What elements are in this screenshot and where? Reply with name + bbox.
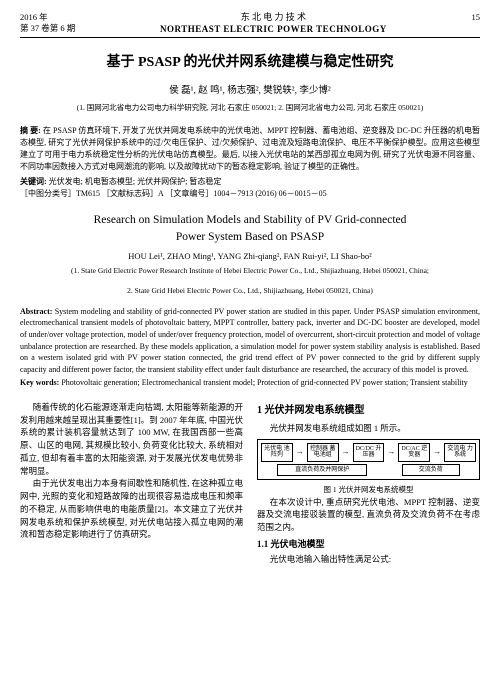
left-column: 随着传统的化石能源逐渐走向枯竭, 太阳能等新能源的开发利用越来越呈现出其重要性[… bbox=[20, 401, 243, 566]
affiliation-en-1: (1. State Grid Electric Power Research I… bbox=[20, 266, 480, 276]
right-para-1: 光伏并网发电系统组成如图 1 所示。 bbox=[257, 422, 480, 435]
title-en-line1: Research on Simulation Models and Stabil… bbox=[20, 213, 480, 228]
figure-1: 光伏电 池阵列 → 控制器 蓄电池组 → DC/DC 升压器 → DC/AC 逆… bbox=[257, 439, 480, 481]
abstract-en-label: Abstract: bbox=[20, 307, 52, 316]
title-en-line2: Power System Based on PSASP bbox=[20, 230, 480, 245]
figure-1-row1: 光伏电 池阵列 → 控制器 蓄电池组 → DC/DC 升压器 → DC/AC 逆… bbox=[261, 443, 476, 462]
body-columns: 随着传统的化石能源逐渐走向枯竭, 太阳能等新能源的开发利用越来越呈现出其重要性[… bbox=[20, 401, 480, 566]
section-1-heading: 1 光伏并网发电系统模型 bbox=[257, 403, 480, 418]
arrow-icon: → bbox=[432, 443, 442, 462]
authors-cn: 侯 磊¹, 赵 鸣¹, 杨志强², 樊锐轶², 李少博² bbox=[20, 85, 480, 97]
fig-box-0: 光伏电 池阵列 bbox=[261, 443, 293, 462]
section-1-1-heading: 1.1 光伏电池模型 bbox=[257, 538, 480, 552]
keywords-cn-text: 光伏发电; 机电暂态模型; 光伏并网保护; 暂态稳定 bbox=[49, 177, 222, 186]
abstract-cn-label: 摘 要: bbox=[20, 126, 41, 135]
fig-sub-1: 交流负荷 bbox=[402, 464, 460, 477]
keywords-en-text: Photovoltaic generation; Electromechanic… bbox=[61, 378, 467, 387]
keywords-cn: 关键词: 光伏发电; 机电暂态模型; 光伏并网保护; 暂态稳定 bbox=[20, 177, 480, 187]
abstract-cn: 摘 要: 在 PSASP 仿真环境下, 开发了光伏并网发电系统中的光伏电池、MP… bbox=[20, 125, 480, 173]
keywords-en: Key words: Photovoltaic generation; Elec… bbox=[20, 378, 480, 388]
journal-name-cn: 东 北 电 力 技 术 bbox=[75, 12, 471, 24]
fig-sub-0: 直流负荷及并网保护 bbox=[277, 464, 367, 477]
keywords-cn-label: 关键词: bbox=[20, 177, 47, 186]
page-header: 2016 年 第 37 卷第 6 期 东 北 电 力 技 术 NORTHEAST… bbox=[20, 12, 480, 38]
authors-en: HOU Lei¹, ZHAO Ming¹, YANG Zhi-qiang², F… bbox=[20, 251, 480, 262]
fig-box-1: 控制器 蓄电池组 bbox=[307, 443, 339, 462]
header-center: 东 北 电 力 技 术 NORTHEAST ELECTRIC POWER TEC… bbox=[75, 12, 471, 35]
fig-box-2: DC/DC 升压器 bbox=[353, 443, 385, 462]
classification-line: ［中图分类号］TM615 ［文献标志码］A ［文章编号］1004－7913 (2… bbox=[20, 189, 480, 199]
abstract-cn-text: 在 PSASP 仿真环境下, 开发了光伏并网发电系统中的光伏电池、MPPT 控制… bbox=[20, 126, 480, 171]
arrow-icon: → bbox=[386, 443, 396, 462]
right-para-2: 在本次设计中, 重点研究光伏电池、MPPT 控制器、逆变器及交流电接驳装置的模型… bbox=[257, 496, 480, 534]
left-para-2: 由于光伏发电出力本身有间歇性和随机性, 在这种孤立电网中, 光照的变化和短路故障… bbox=[20, 477, 243, 541]
right-column: 1 光伏并网发电系统模型 光伏并网发电系统组成如图 1 所示。 光伏电 池阵列 … bbox=[257, 401, 480, 566]
arrow-icon: → bbox=[341, 443, 351, 462]
keywords-en-label: Key words: bbox=[20, 378, 59, 387]
left-para-1: 随着传统的化石能源逐渐走向枯竭, 太阳能等新能源的开发利用越来越呈现出其重要性[… bbox=[20, 401, 243, 478]
abstract-en: Abstract: System modeling and stability … bbox=[20, 306, 480, 376]
figure-1-caption: 图 1 光伏并网发电系统模型 bbox=[257, 484, 480, 495]
fig-box-3: DC/AC 逆变器 bbox=[398, 443, 430, 462]
header-left: 2016 年 第 37 卷第 6 期 bbox=[20, 12, 75, 35]
journal-name-en: NORTHEAST ELECTRIC POWER TECHNOLOGY bbox=[75, 24, 471, 36]
title-cn: 基于 PSASP 的光伏并网系统建模与稳定性研究 bbox=[20, 54, 480, 72]
affiliation-cn: (1. 国网河北省电力公司电力科学研究院, 河北 石家庄 050021; 2. … bbox=[20, 103, 480, 113]
abstract-en-text: System modeling and stability of grid-co… bbox=[20, 307, 480, 374]
arrow-icon: → bbox=[295, 443, 305, 462]
affiliation-en-2: 2. State Grid Hebei Electric Power Co., … bbox=[20, 286, 480, 296]
right-para-3: 光伏电池输入输出特性满足公式: bbox=[257, 553, 480, 566]
figure-1-row2: 直流负荷及并网保护 交流负荷 bbox=[261, 464, 476, 477]
fig-box-4: 交流电 力系统 bbox=[444, 443, 476, 462]
header-volume: 第 37 卷第 6 期 bbox=[20, 23, 75, 33]
header-page-no: 15 bbox=[472, 12, 481, 35]
header-year: 2016 年 bbox=[20, 12, 48, 22]
